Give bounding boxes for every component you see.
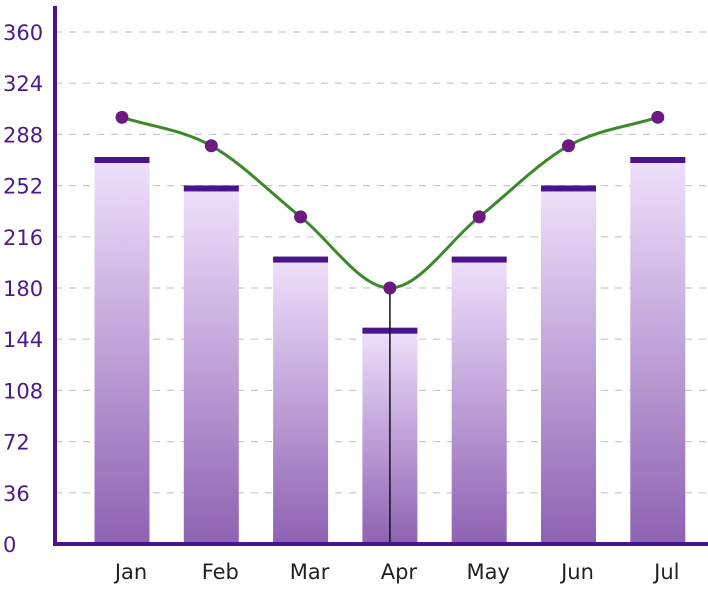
bar-series [94, 157, 686, 544]
line-point-jul [651, 110, 665, 124]
y-tick-label: 144 [3, 328, 43, 352]
line-point-jan [115, 110, 129, 124]
x-tick-label: Mar [290, 560, 330, 584]
bar-cap-jul [630, 157, 686, 163]
bar-cap-feb [183, 185, 239, 192]
y-tick-label: 324 [3, 72, 43, 96]
x-tick-label: Jan [113, 560, 147, 584]
y-tick-label: 360 [3, 21, 43, 45]
y-tick-label: 0 [3, 533, 16, 557]
axes [53, 6, 708, 546]
y-tick-label: 72 [3, 431, 30, 455]
bar-jul [630, 160, 686, 544]
x-axis-ticks: Jan Feb Mar Apr May Jun Jul [113, 560, 680, 584]
x-tick-label: Jul [652, 560, 679, 584]
y-tick-label: 108 [3, 379, 43, 403]
y-tick-label: 36 [3, 482, 30, 506]
x-tick-label: Apr [381, 560, 418, 584]
bar-may [451, 259, 507, 544]
bar-jun [541, 188, 596, 544]
line-point-apr [383, 281, 397, 295]
x-tick-label: May [466, 560, 509, 584]
line-point-jun [562, 139, 575, 153]
y-tick-label: 180 [3, 277, 43, 301]
y-tick-label: 216 [3, 226, 43, 250]
y-tick-label: 252 [3, 175, 43, 199]
y-tick-label: 288 [3, 123, 43, 147]
bar-cap-jun [541, 185, 596, 192]
line-point-may [472, 210, 486, 224]
bar-cap-jan [94, 157, 150, 163]
x-tick-label: Jun [559, 560, 594, 584]
line-point-mar [294, 210, 308, 224]
bar-feb [183, 188, 239, 544]
line-series [115, 110, 665, 295]
y-axis-ticks: 0 36 72 108 144 180 216 252 288 324 360 [3, 21, 43, 557]
bar-cap-mar [273, 256, 329, 263]
bar-mar [273, 259, 329, 544]
x-tick-label: Feb [202, 560, 239, 584]
line-point-feb [204, 139, 218, 153]
bar-cap-may [451, 256, 507, 263]
bar-jan [94, 160, 150, 544]
